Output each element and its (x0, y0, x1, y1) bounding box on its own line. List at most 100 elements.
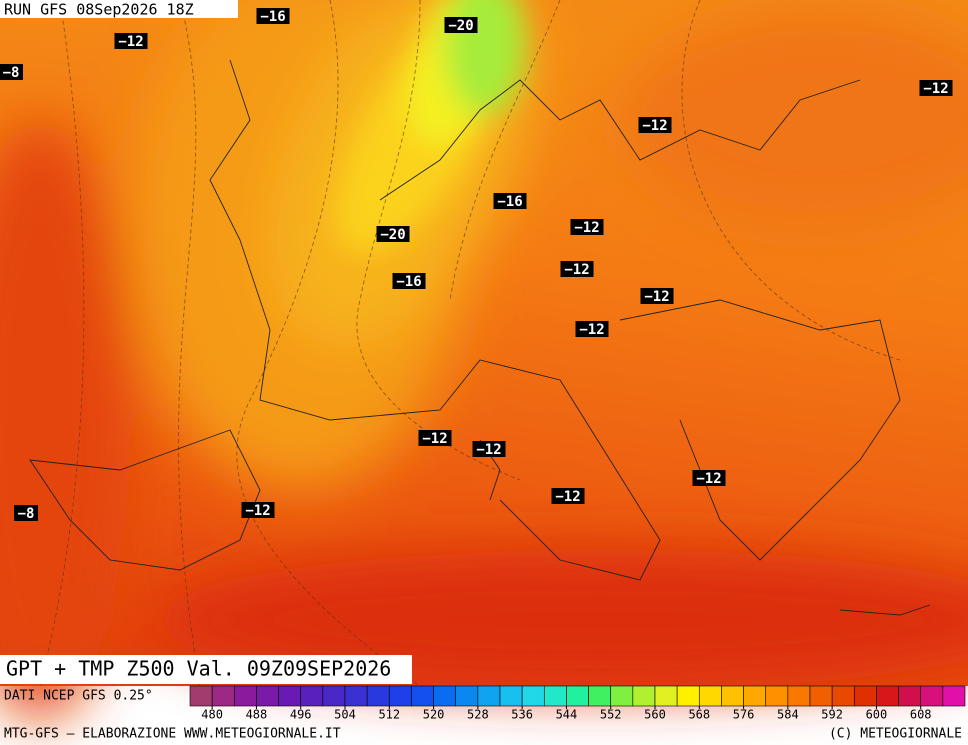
color-swatch (521, 685, 545, 707)
label-box (551, 488, 585, 504)
isotherm-label: −12 (476, 442, 501, 458)
label-box (560, 261, 594, 277)
label-box (418, 430, 452, 446)
color-swatch (543, 685, 567, 707)
source-label: DATI NCEP GFS 0.25° (4, 689, 153, 704)
color-swatch (831, 685, 855, 707)
isotherm-labels: −16 −12 −8 −20 −12 −12 −16 −12 −20 −12 −16 −12 −12 −1… (0, 8, 953, 522)
color-swatch (654, 685, 678, 707)
color-swatch (566, 685, 589, 707)
tick-label: 592 (821, 708, 843, 722)
color-swatch (721, 685, 744, 707)
color-swatch (765, 685, 789, 707)
label-box (376, 226, 410, 242)
isotherm-label: −20 (380, 227, 405, 243)
color-swatch (211, 685, 235, 707)
map (0, 0, 968, 720)
colorbar: 480 488 496 504 512 520 528 536 544 552 560 568 576 5… (189, 685, 966, 722)
color-swatch (610, 685, 634, 707)
color-swatch (344, 685, 368, 707)
isotherm-label: −8 (3, 65, 20, 81)
isotherm-label: −12 (696, 471, 721, 487)
copyright-label: (C) METEOGIORNALE (829, 727, 962, 742)
color-swatch (256, 685, 279, 707)
isotherm-label: −12 (422, 431, 447, 447)
color-swatch (455, 685, 479, 707)
color-swatch (676, 685, 700, 707)
tick-label: 608 (910, 708, 932, 722)
run-box (0, 0, 238, 18)
credit-label: MTG-GFS – ELABORAZIONE WWW.METEOGIORNALE… (4, 727, 341, 742)
isotherm-label: −20 (448, 18, 473, 34)
isotherm-label: −16 (497, 194, 522, 210)
tick-label: 496 (290, 708, 312, 722)
color-swatch (876, 685, 899, 707)
label-box (472, 441, 506, 457)
label-box (241, 502, 275, 518)
color-swatch (388, 685, 412, 707)
color-swatch (433, 685, 457, 707)
tick-label: 504 (334, 708, 356, 722)
isotherm-label: −16 (260, 9, 285, 25)
tick-label: 488 (246, 708, 268, 722)
color-swatch (477, 685, 501, 707)
color-swatch (809, 685, 833, 707)
color-swatch (787, 685, 811, 707)
isotherm-label: −12 (642, 118, 667, 134)
color-swatch (366, 685, 390, 707)
isotherm-label: −16 (396, 274, 421, 290)
tick-label: 512 (378, 708, 400, 722)
tick-label: 568 (688, 708, 710, 722)
isotherm-label: −12 (923, 81, 948, 97)
title-box (0, 655, 412, 684)
label-box (640, 288, 674, 304)
isotherm-label: −12 (644, 289, 669, 305)
isotherm-label: −12 (574, 220, 599, 236)
isotherm-label: −12 (245, 503, 270, 519)
color-swatch (898, 685, 922, 707)
label-box (919, 80, 953, 96)
tick-label: 536 (511, 708, 533, 722)
map-title: GPT + TMP Z500 Val. 09Z09SEP2026 (6, 657, 391, 681)
isotherm-label: −12 (564, 262, 589, 278)
label-box (575, 321, 609, 337)
tick-label: 576 (733, 708, 755, 722)
color-swatch (853, 685, 877, 707)
tick-label: 520 (423, 708, 445, 722)
color-swatch (743, 685, 767, 707)
label-box (444, 17, 478, 33)
label-box (114, 33, 148, 49)
color-swatch (698, 685, 722, 707)
label-box (692, 470, 726, 486)
tick-label: 552 (600, 708, 622, 722)
color-swatch (632, 685, 656, 707)
tick-label: 560 (644, 708, 666, 722)
tick-label: 480 (201, 708, 223, 722)
color-swatch (588, 685, 612, 707)
label-box (638, 117, 672, 133)
color-swatch (322, 685, 346, 707)
run-label: RUN GFS 08Sep2026 18Z (4, 1, 194, 19)
label-box (570, 219, 604, 235)
color-swatch (278, 685, 302, 707)
isotherm-label: −12 (579, 322, 604, 338)
color-swatch (411, 685, 434, 707)
label-box (256, 8, 290, 24)
label-box (392, 273, 426, 289)
label-box (0, 64, 23, 80)
color-swatch (920, 685, 944, 707)
color-swatch (300, 685, 324, 707)
tick-label: 544 (556, 708, 578, 722)
color-swatch (233, 685, 257, 707)
color-swatch (499, 685, 523, 707)
tick-label: 584 (777, 708, 799, 722)
isotherm-label: −12 (118, 34, 143, 50)
isotherm-label: −8 (18, 506, 35, 522)
isotherm-label: −12 (555, 489, 580, 505)
tick-label: 600 (866, 708, 888, 722)
color-swatch (942, 685, 966, 707)
label-box (14, 505, 38, 521)
tick-label: 528 (467, 708, 489, 722)
label-box (493, 193, 527, 209)
